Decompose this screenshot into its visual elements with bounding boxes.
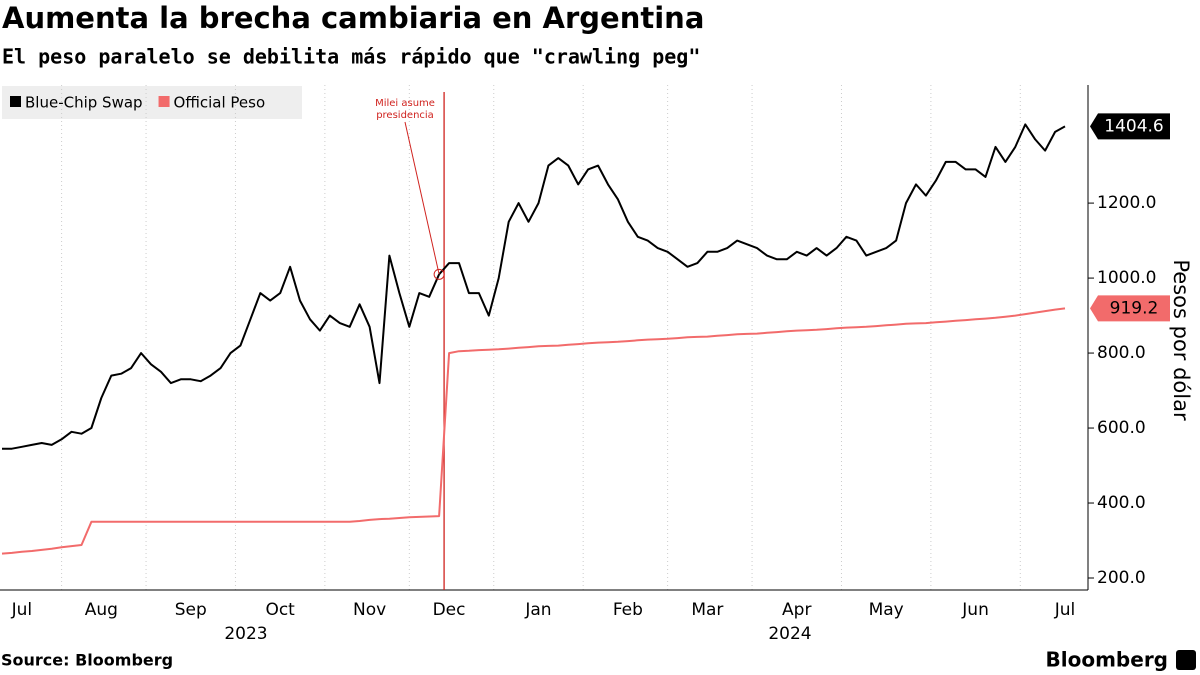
annotation-text: Milei asume	[375, 98, 435, 109]
end-label-box	[1090, 295, 1170, 322]
x-tick-label: Jul	[1054, 600, 1076, 620]
logo-icon	[1176, 650, 1196, 670]
legend-swatch	[158, 96, 170, 107]
end-label: 1404.6	[1104, 116, 1163, 136]
end-label-box	[1090, 113, 1170, 140]
y-tick-label: 400.0	[1097, 493, 1146, 513]
x-tick-label: May	[869, 600, 904, 620]
y-tick-label: 200.0	[1097, 568, 1146, 588]
y-tick-label: 600.0	[1097, 418, 1146, 438]
x-tick-label: Aug	[85, 600, 118, 620]
x-tick-label: Mar	[691, 600, 723, 620]
year-label: 2024	[768, 624, 811, 644]
legend-swatch	[10, 96, 21, 107]
annotation-text: presidencia	[376, 110, 434, 121]
x-tick-label: Oct	[265, 600, 295, 620]
x-tick-label: Jul	[11, 600, 33, 620]
legend-box	[2, 86, 302, 119]
annotation-marker	[433, 268, 445, 280]
y-tick-label: 1000.0	[1097, 268, 1156, 288]
x-tick-label: Nov	[353, 600, 386, 620]
series-line	[2, 123, 1066, 450]
year-label: 2023	[224, 624, 267, 644]
source: Source: Bloomberg	[1, 651, 173, 670]
chart-title: Aumenta la brecha cambiaria en Argentina	[2, 1, 704, 35]
y-axis-title: Pesos por dólar	[1169, 259, 1193, 421]
x-tick-label: Sep	[175, 600, 207, 620]
legend-label: Official Peso	[174, 94, 266, 112]
series-line	[1, 307, 1066, 555]
x-tick-label: Apr	[782, 600, 811, 620]
x-tick-label: Jun	[961, 600, 989, 620]
y-tick-label: 800.0	[1097, 343, 1146, 363]
x-tick-label: Dec	[433, 600, 466, 620]
annotation-pointer	[404, 121, 440, 275]
x-tick-label: Feb	[613, 600, 643, 620]
legend-label: Blue-Chip Swap	[25, 94, 143, 112]
x-tick-label: Jan	[524, 600, 551, 620]
logo: Bloomberg	[1046, 648, 1168, 672]
chart-subtitle: El peso paralelo se debilita más rápido …	[2, 45, 700, 69]
end-label: 919.2	[1110, 298, 1159, 318]
y-tick-label: 1200.0	[1097, 193, 1156, 213]
